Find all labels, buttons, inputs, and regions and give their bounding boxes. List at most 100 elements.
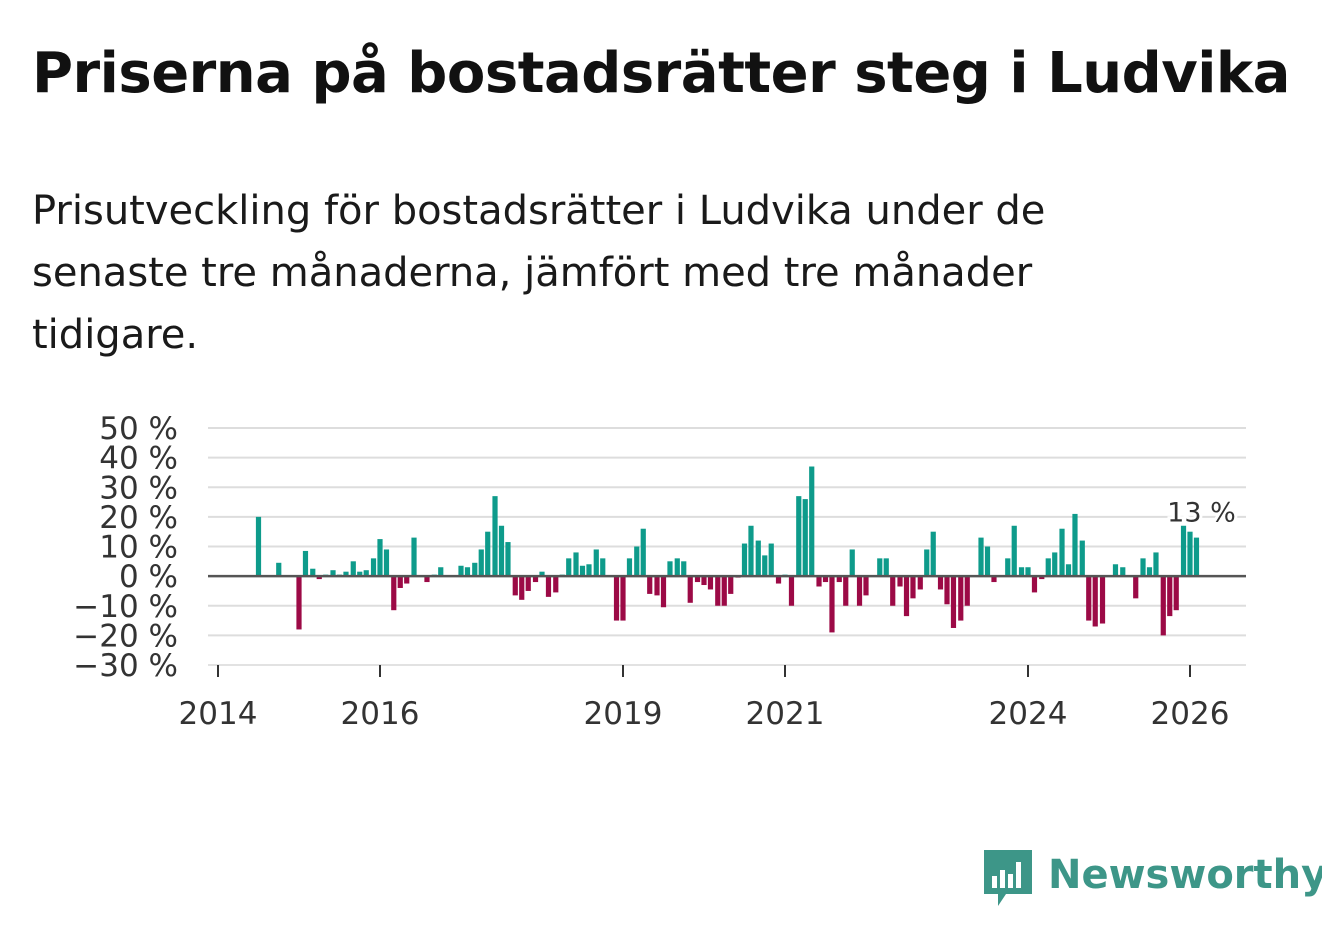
- bar: [991, 576, 997, 583]
- bar: [836, 576, 842, 583]
- bar: [681, 561, 687, 577]
- bar: [883, 558, 889, 577]
- bar: [1025, 567, 1031, 577]
- brand-name: Newsworthy: [1048, 852, 1322, 898]
- bar: [849, 549, 855, 577]
- bar: [816, 576, 822, 587]
- bar: [1005, 558, 1011, 577]
- bar: [478, 549, 484, 577]
- bar: [910, 576, 916, 599]
- bar: [694, 576, 701, 583]
- bar: [788, 576, 795, 606]
- bar: [316, 576, 322, 580]
- bar: [545, 576, 552, 597]
- y-tick-label: −10 %: [73, 589, 178, 625]
- bar: [519, 576, 525, 600]
- bar: [1065, 564, 1072, 577]
- bar: [674, 558, 680, 577]
- bar: [1099, 576, 1106, 624]
- bar: [1045, 558, 1051, 577]
- bar: [707, 576, 714, 590]
- last-value-annotation: 13 %: [1167, 498, 1236, 529]
- bar: [1011, 525, 1017, 577]
- y-tick-label: 50 %: [99, 411, 178, 447]
- bar: [539, 571, 545, 577]
- bar: [343, 571, 349, 577]
- bar: [464, 567, 471, 577]
- bar: [532, 576, 539, 583]
- bar: [613, 576, 620, 621]
- x-tick-label: 2019: [584, 696, 663, 732]
- bar: [296, 576, 302, 630]
- bar: [1120, 567, 1126, 577]
- bar: [1086, 576, 1092, 621]
- bar: [1173, 576, 1179, 611]
- bar: [924, 549, 930, 577]
- bar: [640, 528, 646, 577]
- newsworthy-logo-icon: [984, 850, 1032, 906]
- y-tick-label: 10 %: [99, 530, 178, 566]
- bar: [863, 576, 869, 596]
- bar: [579, 565, 586, 577]
- bar: [768, 543, 774, 577]
- bar: [1133, 576, 1139, 599]
- bar: [411, 537, 417, 577]
- bar: [1146, 567, 1153, 577]
- bar: [485, 531, 491, 577]
- bar: [897, 576, 903, 587]
- bar: [917, 576, 923, 590]
- bar: [1039, 576, 1045, 580]
- bar: [1193, 537, 1200, 577]
- bar: [829, 576, 835, 633]
- bar: [950, 576, 957, 628]
- bar: [357, 571, 363, 577]
- bar: [383, 549, 390, 577]
- y-tick-label: 30 %: [99, 470, 178, 506]
- newsworthy-logo: Newsworthy: [980, 848, 1322, 910]
- bar: [626, 558, 633, 577]
- bar: [1059, 528, 1065, 577]
- axes: [208, 574, 1246, 677]
- bar: [330, 570, 336, 577]
- bar: [573, 552, 579, 577]
- bar: [1079, 540, 1085, 577]
- bar: [822, 576, 829, 583]
- bar: [937, 576, 944, 590]
- bar: [802, 499, 808, 577]
- y-tick-label: 20 %: [99, 500, 178, 536]
- bar: [762, 555, 768, 577]
- bar: [350, 561, 356, 577]
- bar: [310, 568, 316, 577]
- bar: [741, 543, 748, 577]
- bar: [472, 562, 478, 577]
- bar: [890, 576, 896, 606]
- bar: [1187, 531, 1193, 577]
- bar: [553, 576, 559, 593]
- bar: [525, 576, 531, 591]
- y-tick-label: 0 %: [119, 559, 178, 595]
- bar: [809, 466, 815, 577]
- bar: [276, 562, 282, 577]
- bar: [647, 576, 653, 594]
- bar: [1153, 552, 1159, 577]
- bar: [1167, 576, 1173, 617]
- bar: [978, 537, 984, 577]
- bar: [660, 576, 667, 608]
- y-tick-label: −30 %: [73, 648, 178, 684]
- bar: [843, 576, 849, 606]
- labels: 50 %40 %30 %20 %10 %0 %−10 %−20 %−30 %20…: [73, 411, 1239, 732]
- bar: [964, 576, 970, 606]
- bar: [984, 546, 991, 577]
- bar-chart: 50 %40 %30 %20 %10 %0 %−10 %−20 %−30 %20…: [73, 411, 1246, 732]
- bar: [1112, 564, 1119, 577]
- bar: [377, 539, 383, 577]
- bar: [1052, 552, 1058, 577]
- bar: [458, 565, 464, 577]
- bar: [687, 576, 693, 603]
- bar: [1160, 576, 1166, 636]
- bar: [1140, 558, 1146, 577]
- bar: [903, 576, 910, 617]
- x-tick-label: 2024: [989, 696, 1068, 732]
- bar: [363, 570, 369, 577]
- bar: [877, 558, 883, 577]
